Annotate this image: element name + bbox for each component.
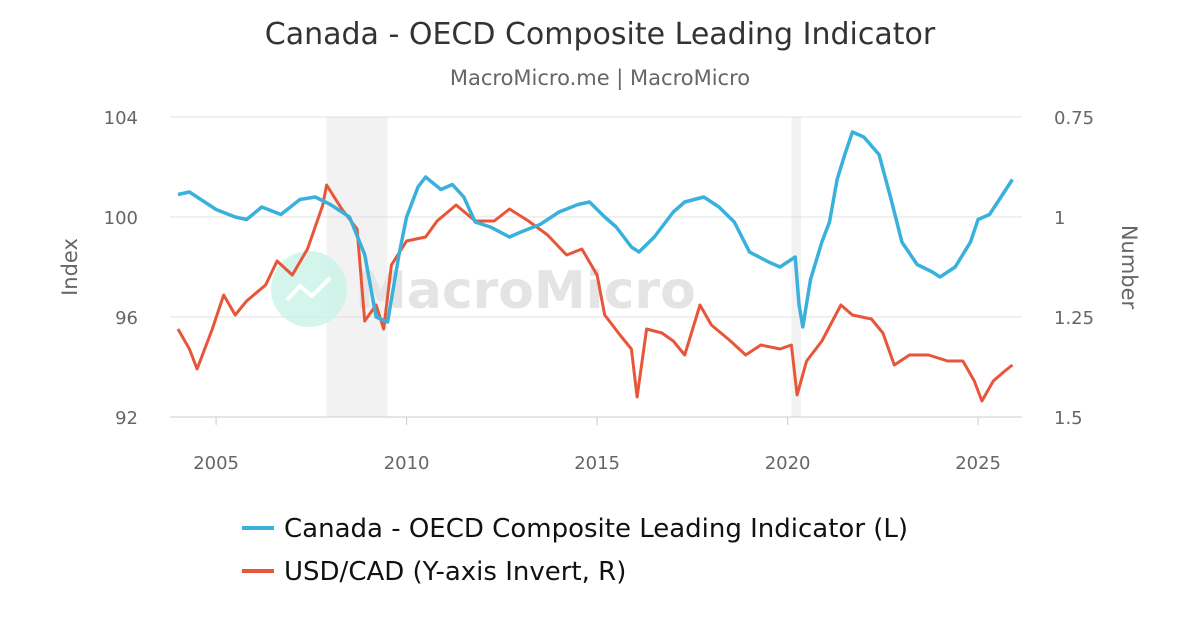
x-tick-label: 2025 [955,453,1001,474]
series-line-usdcad [176,183,1014,403]
y-left-tick-label: 100 [104,208,138,229]
y-left-tick-label: 96 [115,308,138,329]
x-tick-label: 2015 [574,453,620,474]
x-tick-label: 2020 [765,453,811,474]
y-right-tick-label: 1 [1054,208,1065,229]
legend-item-usdcad[interactable]: USD/CAD (Y-axis Invert, R) [242,557,626,587]
x-axis: 2005 2010 2015 2020 2025 [193,417,1001,474]
watermark-text: MacroMicro [355,261,696,321]
series-lines [176,130,1014,403]
y-axis-left-label: Index [58,238,82,296]
y-left-tick-label: 92 [115,408,138,429]
legend-item-cli[interactable]: Canada - OECD Composite Leading Indicato… [242,514,908,544]
watermark-logo-icon [271,251,347,327]
chart-title: Canada - OECD Composite Leading Indicato… [265,17,936,52]
y-axis-right-label: Number [1117,225,1141,310]
x-tick-label: 2010 [384,453,430,474]
y-axis-right: 1.5 1.25 1 0.75 [1054,108,1094,429]
y-right-tick-label: 1.5 [1054,408,1083,429]
chart-subtitle: MacroMicro.me | MacroMicro [450,66,750,91]
legend-label-cli: Canada - OECD Composite Leading Indicato… [284,514,908,544]
x-tick-label: 2005 [193,453,239,474]
watermark: MacroMicro [271,251,696,327]
legend-label-usdcad: USD/CAD (Y-axis Invert, R) [284,557,626,587]
y-left-tick-label: 104 [104,108,138,129]
y-right-tick-label: 1.25 [1054,308,1094,329]
y-right-tick-label: 0.75 [1054,108,1094,129]
y-axis-left: 92 96 100 104 [104,108,138,429]
legend: Canada - OECD Composite Leading Indicato… [242,514,908,587]
watermark-logo-chart-icon [285,276,332,302]
series-line-cli [177,130,1014,329]
